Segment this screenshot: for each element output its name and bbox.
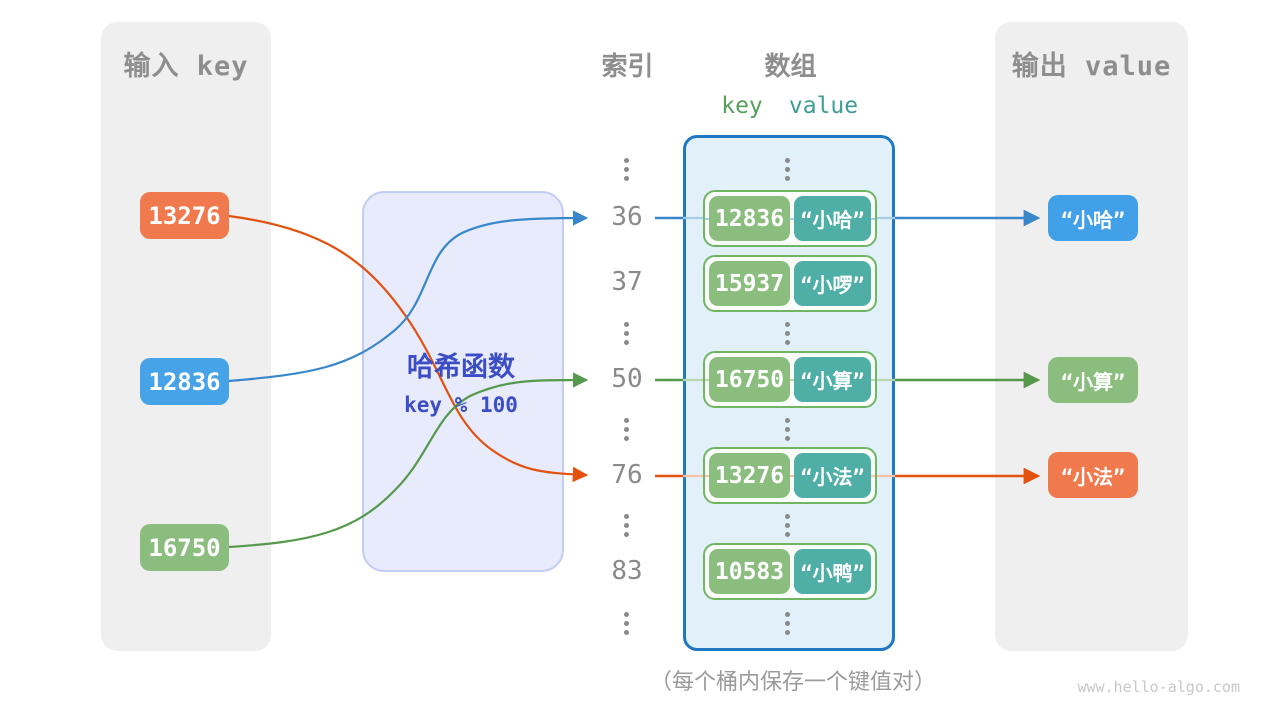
watermark: www.hello-algo.com bbox=[1077, 678, 1240, 696]
pair-value: “小鸭” bbox=[794, 549, 871, 594]
index-83: 83 bbox=[611, 556, 643, 586]
output-value-xiaoha: “小哈” bbox=[1048, 195, 1138, 241]
line-through-bucket bbox=[705, 475, 875, 477]
output-panel bbox=[995, 22, 1188, 651]
index-ellipsis bbox=[624, 320, 629, 347]
index-50: 50 bbox=[611, 364, 643, 394]
pair-key: 10583 bbox=[709, 549, 790, 594]
index-ellipsis bbox=[624, 610, 629, 637]
array-ellipsis bbox=[785, 320, 790, 347]
pair-key: 12836 bbox=[709, 196, 790, 241]
index-ellipsis bbox=[624, 512, 629, 539]
index-36: 36 bbox=[611, 202, 643, 232]
output-value-xiaosuan: “小算” bbox=[1048, 357, 1138, 403]
pair-key: 16750 bbox=[709, 357, 790, 402]
hash-function-formula: key % 100 bbox=[404, 393, 518, 417]
index-ellipsis bbox=[624, 416, 629, 443]
input-key-16750: 16750 bbox=[140, 524, 229, 571]
input-key-13276: 13276 bbox=[140, 192, 229, 239]
bucket-pair-16750: 16750 “小算” bbox=[703, 351, 877, 408]
array-ellipsis bbox=[785, 512, 790, 539]
pair-key: 13276 bbox=[709, 453, 790, 498]
line-through-bucket bbox=[705, 379, 875, 381]
array-column-header: 数组 bbox=[764, 52, 817, 82]
input-key-12836: 12836 bbox=[140, 358, 229, 405]
index-ellipsis bbox=[624, 156, 629, 183]
bucket-pair-10583: 10583 “小鸭” bbox=[703, 543, 877, 600]
curve-green-16750-to-50 bbox=[228, 372, 589, 549]
pair-value: “小哈” bbox=[794, 196, 871, 241]
pair-key: 15937 bbox=[709, 261, 790, 306]
array-ellipsis bbox=[785, 156, 790, 183]
bucket-pair-13276: 13276 “小法” bbox=[703, 447, 877, 504]
pair-value: “小啰” bbox=[794, 261, 871, 306]
value-column-label: value bbox=[788, 93, 859, 119]
index-37: 37 bbox=[611, 267, 643, 297]
output-panel-title: 输出 value bbox=[1011, 51, 1172, 82]
hash-function-title: 哈希函数 bbox=[407, 352, 515, 383]
key-column-label: key bbox=[721, 93, 763, 119]
diagram-caption: （每个桶内保存一个键值对） bbox=[649, 670, 936, 695]
curve-orange-13276-to-76 bbox=[228, 214, 589, 483]
pair-value: “小算” bbox=[794, 357, 871, 402]
line-through-bucket bbox=[705, 218, 875, 220]
index-76: 76 bbox=[611, 460, 643, 490]
bucket-pair-15937: 15937 “小啰” bbox=[703, 255, 877, 312]
output-value-xiaofa: “小法” bbox=[1048, 452, 1138, 498]
input-panel-title: 输入 key bbox=[123, 51, 249, 82]
index-column-header: 索引 bbox=[601, 52, 654, 82]
pair-value: “小法” bbox=[794, 453, 871, 498]
array-ellipsis bbox=[785, 416, 790, 443]
bucket-pair-12836: 12836 “小哈” bbox=[703, 190, 877, 247]
curve-blue-12836-to-36 bbox=[228, 210, 589, 383]
array-ellipsis bbox=[785, 610, 790, 637]
